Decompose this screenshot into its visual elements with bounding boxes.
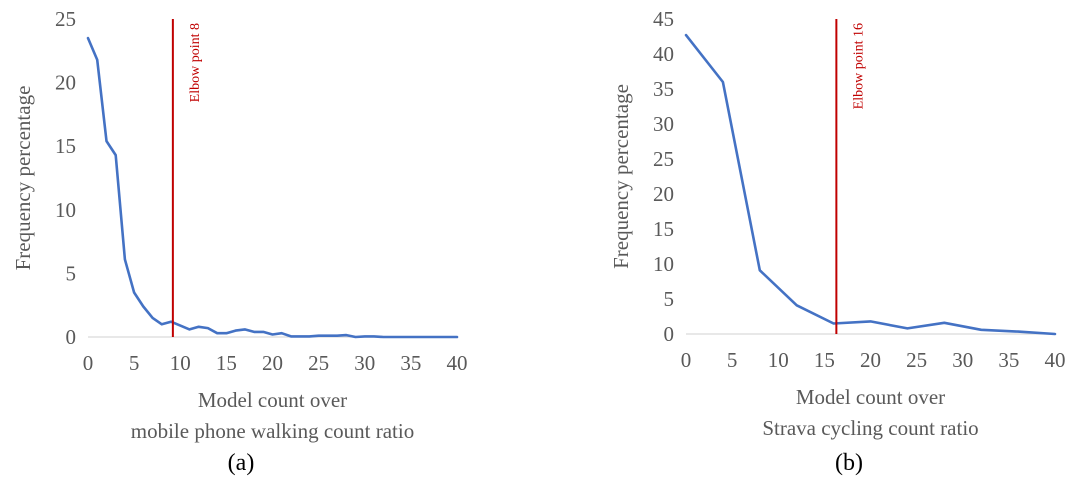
elbow-marker-label: Elbow point 16 [851,23,866,109]
x-tick-label: 10 [170,351,191,375]
x-tick-label: 25 [906,348,927,372]
x-tick-label: 15 [216,351,237,375]
y-tick-label: 45 [653,7,674,31]
x-tick-label: 10 [768,348,789,372]
x-tick-label: 5 [129,351,140,375]
x-tick-label: 5 [727,348,738,372]
chart-b: 0 5 10 15 20 25 30 35 40 45 0 5 10 15 20 25 30 35 40 Freque… [609,7,1066,476]
y-tick-label: 15 [653,217,674,241]
x-axis-title-line: mobile phone walking count ratio [131,419,414,443]
x-tick-label: 35 [400,351,421,375]
chart-a: 0 5 10 15 20 25 0 5 10 15 20 25 30 35 40 Frequency perc… [11,7,468,476]
x-tick-label: 40 [1045,348,1066,372]
y-axis-title: Frequency percentage [11,86,35,271]
figure-caption: (b) [835,450,863,476]
x-axis-title-line: Model count over [796,385,945,409]
y-tick-label: 5 [664,287,675,311]
x-tick-label: 20 [262,351,283,375]
y-tick-label: 10 [55,198,76,222]
x-axis-title-line: Strava cycling count ratio [762,416,978,440]
series-line [684,33,1057,336]
y-axis-title: Frequency percentage [609,84,633,269]
figure-caption: (a) [228,450,255,476]
y-tick-label: 35 [653,77,674,101]
y-tick-label: 10 [653,252,674,276]
y-tick-label: 20 [653,182,674,206]
y-tick-label: 40 [653,42,674,66]
x-tick-label: 35 [998,348,1019,372]
x-tick-label: 0 [681,348,692,372]
y-tick-label: 15 [55,134,76,158]
series-line [86,36,459,339]
y-tick-label: 30 [653,112,674,136]
x-axis-title-line: Model count over [198,388,347,412]
x-tick-label: 0 [83,351,94,375]
x-tick-label: 25 [308,351,329,375]
y-tick-label: 25 [653,147,674,171]
y-tick-label: 0 [664,322,675,346]
x-tick-label: 20 [860,348,881,372]
y-tick-label: 25 [55,7,76,31]
x-tick-label: 15 [814,348,835,372]
x-tick-label: 40 [447,351,468,375]
y-tick-label: 0 [66,325,77,349]
y-tick-label: 20 [55,71,76,95]
elbow-marker-label: Elbow point 8 [188,23,203,102]
x-tick-label: 30 [952,348,973,372]
y-tick-label: 5 [66,261,77,285]
x-tick-label: 30 [354,351,375,375]
